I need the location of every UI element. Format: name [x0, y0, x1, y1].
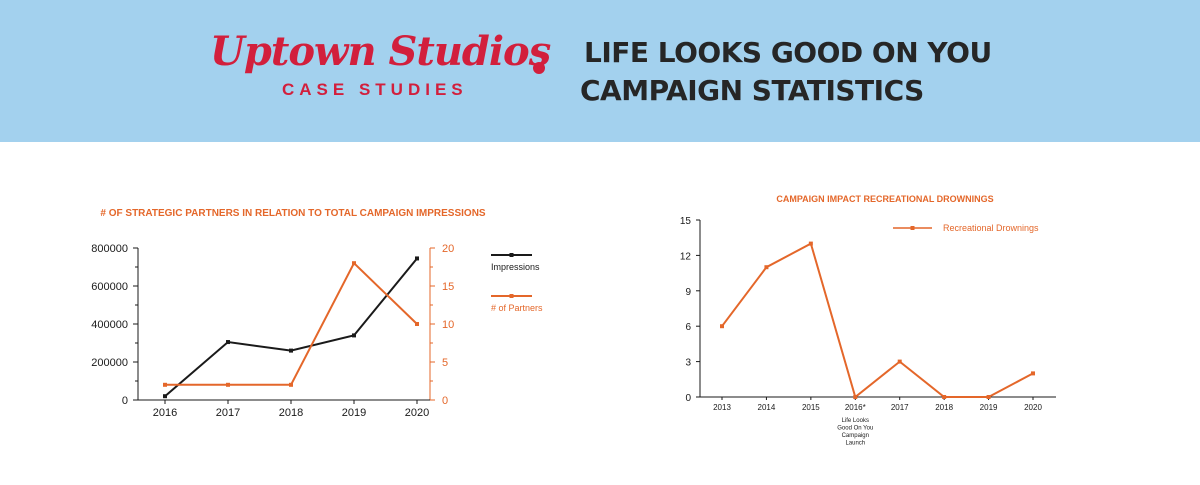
legend-label-recreational-drownings: Recreational Drownings — [943, 223, 1039, 233]
data-point-recreational-drownings — [1031, 371, 1035, 376]
data-point-of-partners — [163, 382, 167, 387]
data-point-of-partners — [352, 261, 356, 266]
right-y-tick-label: 10 — [442, 319, 454, 331]
launch-annotation: Launch — [845, 441, 865, 447]
x-tick-label: 2013 — [713, 403, 731, 412]
y-tick-label: 15 — [680, 216, 692, 227]
data-point-impressions — [352, 333, 356, 338]
legend-label-of-partners: # of Partners — [491, 303, 543, 313]
chart-title: # OF STRATEGIC PARTNERS IN RELATION TO T… — [100, 208, 486, 219]
x-tick-label: 2016* — [845, 403, 866, 412]
data-point-impressions — [415, 256, 419, 261]
x-tick-label: 2019 — [980, 403, 998, 412]
page-title: LIFE LOOKS GOOD ON YOU CAMPAIGN STATISTI… — [580, 34, 992, 110]
x-tick-label: 2019 — [342, 407, 366, 419]
separator-dot — [533, 62, 545, 74]
launch-annotation: Life Looks — [842, 418, 869, 424]
right-y-tick-label: 5 — [442, 357, 448, 369]
data-point-of-partners — [415, 322, 419, 326]
launch-annotation: Campaign — [842, 433, 869, 439]
data-point-impressions — [163, 394, 167, 399]
legend-marker-recreational-drownings — [910, 226, 915, 230]
y-tick-label: 12 — [680, 251, 692, 262]
data-point-recreational-drownings — [764, 265, 769, 270]
x-tick-label: 2014 — [758, 403, 776, 412]
y-tick-label: 3 — [685, 358, 691, 369]
data-point-impressions — [289, 348, 293, 353]
x-tick-label: 2017 — [891, 403, 909, 412]
left-y-tick-label: 0 — [122, 395, 128, 407]
brand-tagline: CASE STUDIES — [282, 80, 468, 99]
left-y-tick-label: 800000 — [91, 243, 128, 255]
right-y-tick-label: 15 — [442, 281, 454, 293]
legend-label-impressions: Impressions — [491, 262, 540, 272]
series-line-recreational-drownings — [721, 242, 1034, 399]
data-point-recreational-drownings — [986, 395, 991, 399]
chart-title: CAMPAIGN IMPACT RECREATIONAL DROWNINGS — [776, 194, 993, 204]
brand-logo: Uptown Studios — [210, 28, 551, 75]
launch-annotation: Good On You — [837, 426, 873, 432]
page-title-line-1: LIFE LOOKS GOOD ON YOU — [584, 36, 992, 69]
partners-impressions-chart: # OF STRATEGIC PARTNERS IN RELATION TO T… — [91, 208, 543, 419]
data-point-of-partners — [226, 382, 230, 387]
right-y-tick-label: 0 — [442, 395, 448, 407]
right-y-tick-label: 20 — [442, 243, 454, 255]
y-tick-label: 9 — [685, 287, 691, 298]
page-title-line-2: CAMPAIGN STATISTICS — [580, 74, 924, 107]
x-tick-label: 2016 — [153, 407, 177, 419]
x-tick-label: 2017 — [216, 407, 240, 419]
left-y-tick-label: 400000 — [91, 319, 128, 331]
x-tick-label: 2018 — [935, 403, 953, 412]
legend-marker-of-partners — [509, 294, 514, 298]
x-tick-label: 2018 — [279, 407, 303, 419]
y-tick-label: 0 — [685, 393, 691, 404]
header-banner: Uptown Studios CASE STUDIES LIFE LOOKS G… — [0, 0, 1200, 142]
data-point-recreational-drownings — [942, 395, 947, 399]
data-point-recreational-drownings — [897, 359, 902, 364]
legend-marker-impressions — [509, 253, 514, 257]
data-point-of-partners — [289, 382, 293, 387]
data-point-recreational-drownings — [720, 324, 724, 329]
x-tick-label: 2020 — [1024, 403, 1042, 412]
data-point-recreational-drownings — [808, 241, 813, 246]
x-tick-label: 2020 — [405, 407, 429, 419]
left-y-tick-label: 200000 — [91, 357, 128, 369]
x-tick-label: 2015 — [802, 403, 820, 412]
data-point-recreational-drownings — [853, 395, 858, 399]
left-y-tick-label: 600000 — [91, 281, 128, 293]
y-tick-label: 6 — [685, 322, 691, 333]
data-point-impressions — [226, 340, 230, 345]
